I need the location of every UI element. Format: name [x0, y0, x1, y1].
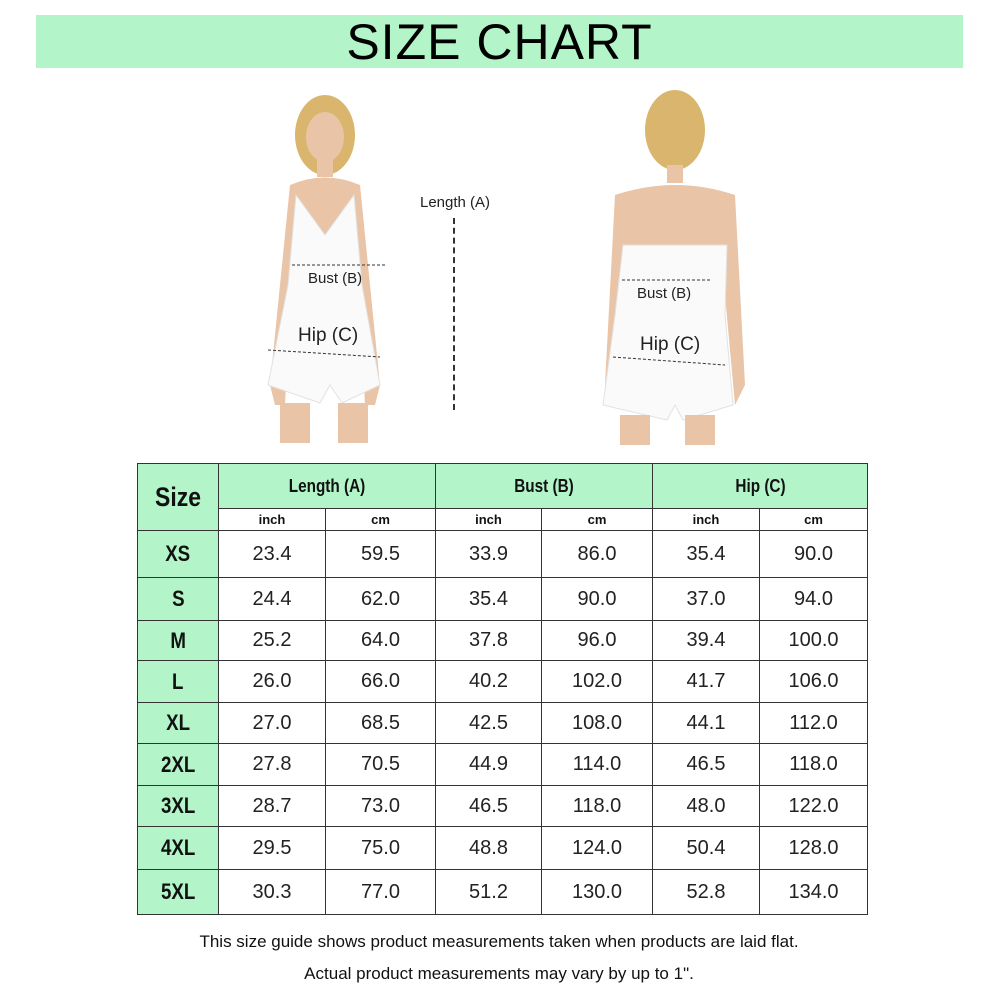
hip-header: Hip (C)	[652, 463, 868, 509]
measurement-cell: 90.0	[759, 530, 868, 578]
measurement-cell: 30.3	[218, 869, 326, 915]
measurement-cell: 50.4	[652, 826, 760, 870]
unit-header: cm	[325, 508, 436, 531]
measurement-cell: 66.0	[325, 660, 436, 703]
measurement-cell: 29.5	[218, 826, 326, 870]
measurement-cell: 35.4	[435, 577, 542, 621]
model-front-image	[267, 95, 385, 443]
table-row: 2XL 27.8 70.5 44.9 114.0 46.5 118.0	[137, 743, 868, 786]
measurement-cell: 24.4	[218, 577, 326, 621]
table-row: L 26.0 66.0 40.2 102.0 41.7 106.0	[137, 660, 868, 703]
measurement-cell: 28.7	[218, 785, 326, 827]
measurement-cell: 128.0	[759, 826, 868, 870]
measurement-cell: 37.0	[652, 577, 760, 621]
note-line-1: This size guide shows product measuremen…	[199, 932, 799, 951]
bust-label-front: Bust (B)	[308, 270, 363, 287]
measurement-cell: 42.5	[435, 702, 542, 744]
size-cell: 5XL	[137, 869, 219, 915]
measurement-cell: 122.0	[759, 785, 868, 827]
unit-header: cm	[541, 508, 653, 531]
measurement-cell: 70.5	[325, 743, 436, 786]
measurement-cell: 112.0	[759, 702, 868, 744]
size-cell: 2XL	[137, 743, 219, 786]
measurement-cell: 96.0	[541, 620, 653, 661]
measurement-cell: 124.0	[541, 826, 653, 870]
bust-header: Bust (B)	[435, 463, 653, 509]
table-unit-row: inch cm inch cm inch cm	[138, 508, 868, 531]
hip-label-back: Hip (C)	[640, 334, 701, 355]
measurement-cell: 48.8	[435, 826, 542, 870]
unit-header: inch	[652, 508, 760, 531]
size-cell: 4XL	[137, 826, 219, 870]
table-row: M 25.2 64.0 37.8 96.0 39.4 100.0	[137, 620, 868, 661]
title-banner: SIZE CHART	[36, 13, 963, 70]
measurement-cell: 27.0	[218, 702, 326, 744]
unit-header: inch	[218, 508, 326, 531]
hip-label-front: Hip (C)	[298, 325, 359, 346]
measurement-cell: 48.0	[652, 785, 760, 827]
table-row: 4XL 29.5 75.0 48.8 124.0 50.4 128.0	[137, 826, 868, 870]
measurement-cell: 108.0	[541, 702, 653, 744]
table-row: 3XL 28.7 73.0 46.5 118.0 48.0 122.0	[137, 785, 868, 827]
measurement-cell: 27.8	[218, 743, 326, 786]
size-header: Size	[137, 463, 219, 531]
size-cell: XL	[137, 702, 219, 744]
length-label: Length (A)	[420, 194, 491, 211]
measurement-cell: 64.0	[325, 620, 436, 661]
table-group-header-row: Size Length (A) Bust (B) Hip (C)	[137, 463, 868, 531]
measurement-cell: 41.7	[652, 660, 760, 703]
measurement-cell: 46.5	[435, 785, 542, 827]
measurement-cell: 51.2	[435, 869, 542, 915]
measurement-cell: 44.9	[435, 743, 542, 786]
measurement-cell: 44.1	[652, 702, 760, 744]
measurement-cell: 130.0	[541, 869, 653, 915]
size-cell: L	[137, 660, 219, 703]
measurement-cell: 52.8	[652, 869, 760, 915]
measurement-cell: 26.0	[218, 660, 326, 703]
table-row: XS 23.4 59.5 33.9 86.0 35.4 90.0	[137, 530, 868, 578]
measurement-cell: 25.2	[218, 620, 326, 661]
unit-header: cm	[759, 508, 868, 531]
measurement-cell: 102.0	[541, 660, 653, 703]
measurement-cell: 106.0	[759, 660, 868, 703]
size-cell: M	[137, 620, 219, 661]
measurement-cell: 94.0	[759, 577, 868, 621]
measurement-cell: 39.4	[652, 620, 760, 661]
length-header: Length (A)	[218, 463, 436, 509]
measurement-cell: 73.0	[325, 785, 436, 827]
bust-label-back: Bust (B)	[637, 285, 692, 302]
table-row: S 24.4 62.0 35.4 90.0 37.0 94.0	[137, 577, 868, 621]
size-table: Size Length (A) Bust (B) Hip (C) inch cm…	[137, 463, 868, 915]
page-title: SIZE CHART	[346, 13, 653, 70]
measurement-cell: 33.9	[435, 530, 542, 578]
measurement-cell: 59.5	[325, 530, 436, 578]
measurement-cell: 118.0	[759, 743, 868, 786]
measurement-cell: 37.8	[435, 620, 542, 661]
unit-header: inch	[435, 508, 542, 531]
size-cell: XS	[137, 530, 219, 578]
table-row: 5XL 30.3 77.0 51.2 130.0 52.8 134.0	[137, 869, 868, 915]
size-cell: 3XL	[137, 785, 219, 827]
table-row: XL 27.0 68.5 42.5 108.0 44.1 112.0	[137, 702, 868, 744]
measurement-cell: 100.0	[759, 620, 868, 661]
measurement-cell: 68.5	[325, 702, 436, 744]
note-line-2: Actual product measurements may vary by …	[304, 964, 694, 983]
measurement-cell: 90.0	[541, 577, 653, 621]
model-back-image	[602, 90, 745, 445]
measurement-cell: 134.0	[759, 869, 868, 915]
length-measure-line	[453, 218, 455, 410]
measurement-cell: 114.0	[541, 743, 653, 786]
measurement-cell: 35.4	[652, 530, 760, 578]
measurement-cell: 46.5	[652, 743, 760, 786]
measurement-cell: 23.4	[218, 530, 326, 578]
measurement-cell: 77.0	[325, 869, 436, 915]
measurement-cell: 75.0	[325, 826, 436, 870]
measurement-cell: 118.0	[541, 785, 653, 827]
size-cell: S	[137, 577, 219, 621]
measurement-cell: 86.0	[541, 530, 653, 578]
measurement-cell: 40.2	[435, 660, 542, 703]
measurement-cell: 62.0	[325, 577, 436, 621]
